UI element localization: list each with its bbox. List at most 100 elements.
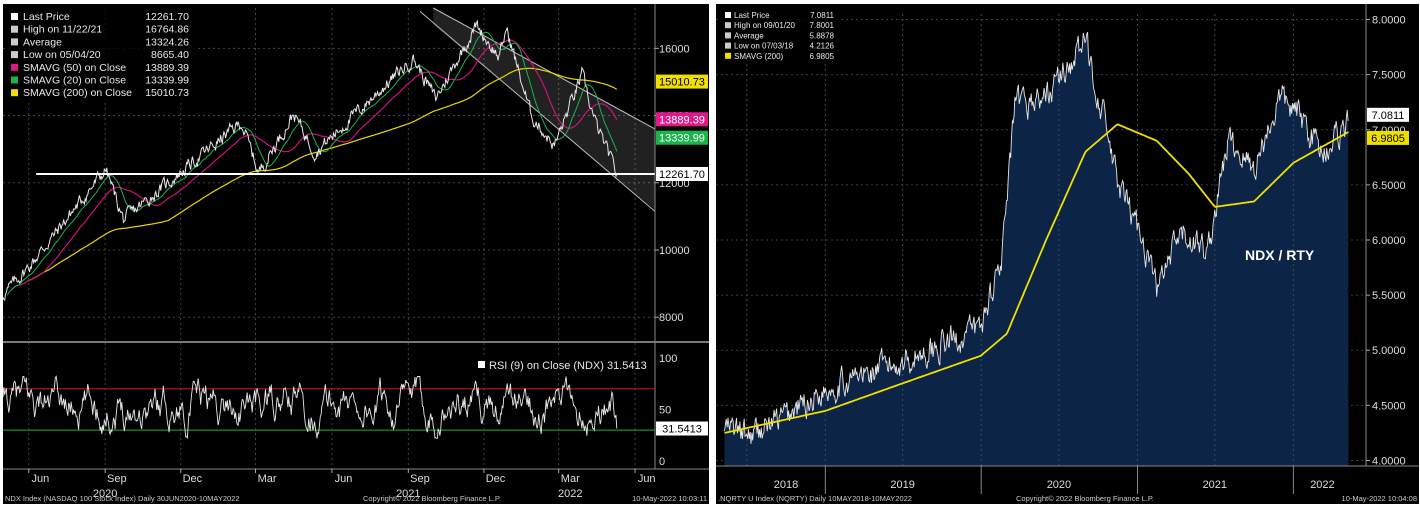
legend-swatch-2	[11, 38, 18, 46]
price-tag: 12261.70	[659, 169, 705, 181]
y-tick-label: 16000	[659, 43, 690, 55]
legend-swatch-3	[11, 51, 18, 59]
legend-label: SMAVG (20) on Close	[23, 75, 126, 87]
legend-value: 12261.70	[145, 11, 189, 23]
ratio-line	[724, 32, 1349, 444]
price-tag-bg-2	[656, 130, 708, 145]
legend-value: 5.8878	[810, 31, 835, 40]
legend-value: 13339.99	[145, 75, 189, 87]
price-tag: 13339.99	[659, 133, 705, 145]
legend-label: High on 11/22/21	[23, 24, 102, 36]
x-month-label: Sep	[410, 473, 430, 485]
x-month-label: Sep	[107, 473, 127, 485]
legend-label: Last Price	[734, 11, 770, 20]
ndx-price-line	[3, 19, 618, 302]
x-month-label: Dec	[183, 473, 203, 485]
legend-swatch-1	[11, 25, 18, 33]
x-month-label: Dec	[486, 473, 506, 485]
legend-swatch-6	[11, 89, 18, 97]
legend-box	[5, 8, 195, 100]
y-tick-label: 5.5000	[1372, 290, 1406, 302]
x-year-label: 2021	[396, 488, 420, 500]
legend-value: 16764.86	[145, 24, 189, 36]
price-tag: 6.9805	[1371, 133, 1405, 145]
legend-label: Low on 05/04/20	[23, 49, 101, 61]
x-year-label: 2020	[1047, 479, 1071, 491]
footer-left: NDX Index (NASDAQ 100 Stock Index) Daily…	[5, 494, 240, 503]
rsi-y-tick-label: 50	[659, 405, 671, 417]
rsi-y-tick-label: 0	[659, 456, 665, 468]
y-tick-label: 6.5000	[1372, 180, 1406, 192]
legend-swatch-2	[725, 32, 731, 39]
x-month-label: Mar	[561, 473, 580, 485]
rsi-y-tick-label: 100	[659, 353, 677, 365]
price-tag-bg-1	[1367, 130, 1409, 145]
legend-label: SMAVG (200)	[734, 52, 784, 61]
downtrend-channel	[433, 8, 655, 210]
rsi-legend-bg	[475, 358, 653, 372]
x-month-label: Jun	[32, 473, 50, 485]
legend-box	[718, 8, 838, 64]
price-tag-bg-0	[656, 74, 708, 89]
legend-label: Average	[734, 31, 764, 40]
legend-label: High on 09/01/20	[734, 21, 795, 30]
rsi-legend-swatch	[478, 361, 485, 368]
price-tag-bg-3	[656, 166, 708, 181]
ndx-chart-panel: 16000140001200010000800015010.7313889.39…	[3, 4, 709, 504]
ratio-area-fill	[724, 32, 1349, 466]
legend-swatch-0	[11, 13, 18, 20]
footer-center: Copyright© 2022 Bloomberg Finance L.P.	[363, 494, 501, 503]
ndx-chart-svg: 16000140001200010000800015010.7313889.39…	[3, 4, 709, 503]
rsi-line	[3, 375, 618, 439]
price-tag: 13889.39	[659, 114, 705, 126]
price-tag-bg-0	[1367, 107, 1409, 122]
legend-swatch-3	[725, 42, 731, 49]
x-month-label: Mar	[258, 473, 277, 485]
footer-left: .NQRTY U Index (NQRTY) Daily 10MAY2018-1…	[718, 494, 912, 503]
y-tick-label: 8.0000	[1372, 15, 1406, 27]
footer-center: Copyright© 2022 Bloomberg Finance L.P.	[1016, 494, 1154, 503]
legend-value: 8665.40	[151, 49, 189, 61]
sma-200-line	[724, 123, 1349, 434]
price-tag-bg-1	[656, 112, 708, 127]
legend-swatch-1	[725, 22, 731, 29]
legend-swatch-4	[11, 63, 18, 71]
legend-swatch-0	[725, 12, 731, 18]
y-tick-label: 6.0000	[1372, 235, 1406, 247]
y-tick-label: 4.5000	[1372, 400, 1406, 412]
x-year-label: 2022	[1310, 479, 1334, 491]
x-year-label: 2020	[93, 488, 117, 500]
legend-value: 7.8001	[810, 21, 835, 30]
legend-label: Average	[23, 36, 62, 48]
x-year-label: 2018	[774, 479, 798, 491]
y-tick-label: 10000	[659, 245, 690, 257]
y-tick-label: 4.0000	[1372, 455, 1406, 467]
y-tick-label: 8000	[659, 312, 683, 324]
legend-label: SMAVG (200) on Close	[23, 87, 132, 99]
legend-value: 15010.73	[145, 87, 189, 99]
legend-label: Last Price	[23, 11, 70, 23]
legend-value: 6.9805	[810, 52, 835, 61]
ndx-rty-chart-svg: NDX / RTY8.00007.50007.00006.50006.00005…	[716, 4, 1419, 503]
x-year-label: 2021	[1203, 479, 1227, 491]
rsi-tag-bg	[656, 421, 708, 436]
legend-label: Low on 07/03/18	[734, 42, 794, 51]
footer-right: 10-May-2022 10:03:11	[632, 494, 707, 503]
x-year-label: 2022	[558, 488, 582, 500]
price-tag: 7.0811	[1372, 110, 1405, 122]
legend-label: SMAVG (50) on Close	[23, 62, 126, 74]
y-tick-label: 7.5000	[1372, 70, 1406, 82]
legend-value: 13324.26	[145, 36, 189, 48]
legend-value: 4.2126	[810, 42, 835, 51]
rsi-legend-label: RSI (9) on Close (NDX) 31.5413	[489, 360, 647, 372]
legend-swatch-4	[725, 52, 731, 59]
ratio-annotation: NDX / RTY	[1245, 247, 1315, 263]
sma-50-line	[10, 39, 618, 291]
ndx-rty-ratio-chart-panel: NDX / RTY 8.0000 7.5000 7.0000 6.5000 6.0000 5…	[716, 4, 1419, 504]
footer-right: 10-May-2022 10:04:08	[1342, 494, 1417, 503]
x-month-label: Jun	[638, 473, 656, 485]
x-month-label: Jun	[335, 473, 353, 485]
price-tag: 15010.73	[659, 77, 705, 89]
x-year-label: 2019	[890, 479, 914, 491]
channel-upper-line	[432, 7, 656, 130]
